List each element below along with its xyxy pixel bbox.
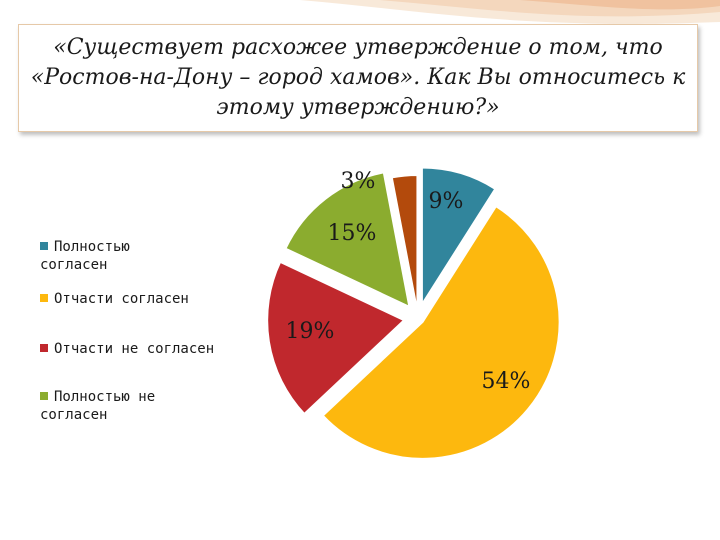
legend-item-partly-agree: Отчасти согласен [40, 290, 240, 308]
legend-label: Отчасти согласен [54, 291, 189, 307]
data-label: 54% [482, 369, 531, 394]
chart-title: «Существует расхожее утверждение о том, … [30, 35, 686, 120]
legend-item-fully-agree: Полностью согласен [40, 238, 240, 274]
data-label: 15% [328, 221, 377, 246]
pie-slice-fully-disagree [284, 171, 411, 309]
pie-slice-partly-disagree [266, 260, 406, 416]
legend-item-partly-disagree: Отчасти не согласен [40, 340, 240, 358]
legend-swatch [40, 344, 48, 352]
data-label: 9% [429, 189, 464, 214]
legend-label: Полностью не согласен [40, 389, 156, 423]
legend-swatch [40, 392, 48, 400]
data-label: 3% [341, 169, 376, 194]
legend-swatch [40, 294, 48, 302]
pie-slice-fully-agree [420, 166, 497, 308]
pie-slice-other [390, 174, 419, 313]
legend-label: Полностью согласен [40, 239, 130, 273]
legend-item-fully-disagree: Полностью не согласен [40, 388, 240, 424]
title-box: «Существует расхожее утверждение о том, … [18, 24, 698, 132]
legend-swatch [40, 242, 48, 250]
data-label: 19% [286, 319, 335, 344]
legend-label: Отчасти не согласен [54, 341, 215, 357]
header-decoration [300, 0, 720, 24]
pie-slice-partly-agree [321, 204, 561, 460]
